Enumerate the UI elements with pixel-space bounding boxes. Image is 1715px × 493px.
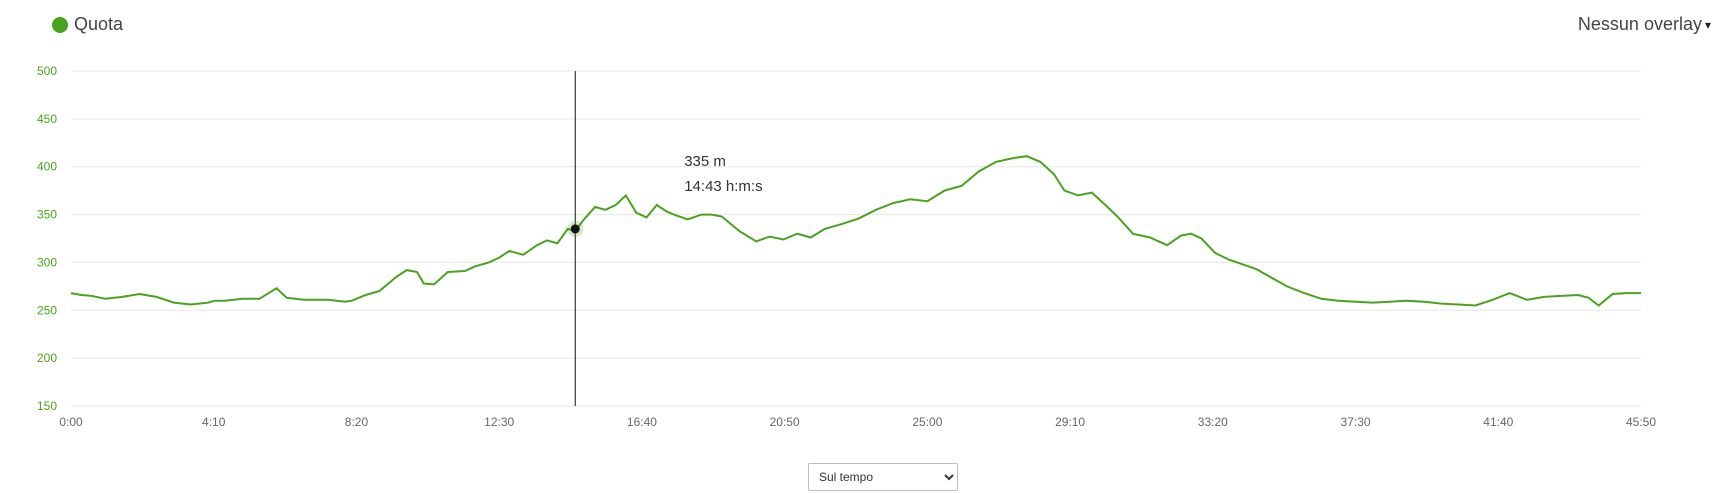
legend-dot-icon — [52, 16, 68, 33]
x-tick-label: 37:30 — [1341, 415, 1371, 429]
x-tick-label: 41:40 — [1483, 415, 1513, 429]
overlay-label: Nessun overlay — [1577, 14, 1702, 34]
y-tick-label: 400 — [37, 160, 57, 174]
tooltip-time: 14:43 h:m:s — [684, 178, 762, 195]
x-tick-label: 0:00 — [59, 415, 83, 429]
y-tick-label: 450 — [37, 112, 57, 126]
cursor-point — [570, 224, 580, 234]
x-tick-label: 29:10 — [1055, 415, 1085, 429]
overlay-dropdown[interactable]: Nessun overlay ▾ — [1578, 14, 1711, 35]
y-tick-label: 350 — [37, 208, 57, 222]
y-tick-label: 500 — [37, 64, 57, 78]
y-axis-ticks: 150 200 250 300 350 400 450 500 — [37, 64, 57, 413]
series-line-quota — [70, 155, 1641, 307]
x-tick-label: 45:50 — [1626, 415, 1656, 429]
x-axis-mode-select[interactable]: Sul tempo — [808, 463, 958, 491]
y-tick-label: 300 — [37, 255, 57, 269]
y-tick-label: 150 — [37, 399, 57, 413]
x-tick-label: 25:00 — [912, 415, 942, 429]
y-tick-label: 200 — [37, 351, 57, 365]
caret-down-icon: ▾ — [1704, 17, 1711, 32]
x-tick-label: 4:10 — [202, 415, 226, 429]
legend-label: Quota — [74, 14, 124, 34]
x-axis-ticks: 0:00 4:10 8:20 12:30 16:40 20:50 25:00 29:10 33:… — [59, 415, 1656, 429]
legend-item-quota[interactable]: Quota — [52, 14, 123, 35]
x-tick-label: 16:40 — [627, 415, 657, 429]
tooltip-value: 335 m — [684, 153, 726, 170]
y-tick-label: 250 — [37, 303, 57, 317]
x-tick-label: 12:30 — [484, 415, 514, 429]
x-axis-mode-select-wrapper: Sul tempo — [808, 463, 958, 491]
x-tick-label: 33:20 — [1198, 415, 1228, 429]
x-tick-label: 20:50 — [770, 415, 800, 429]
x-tick-label: 8:20 — [345, 415, 369, 429]
grid-lines — [71, 70, 1641, 407]
